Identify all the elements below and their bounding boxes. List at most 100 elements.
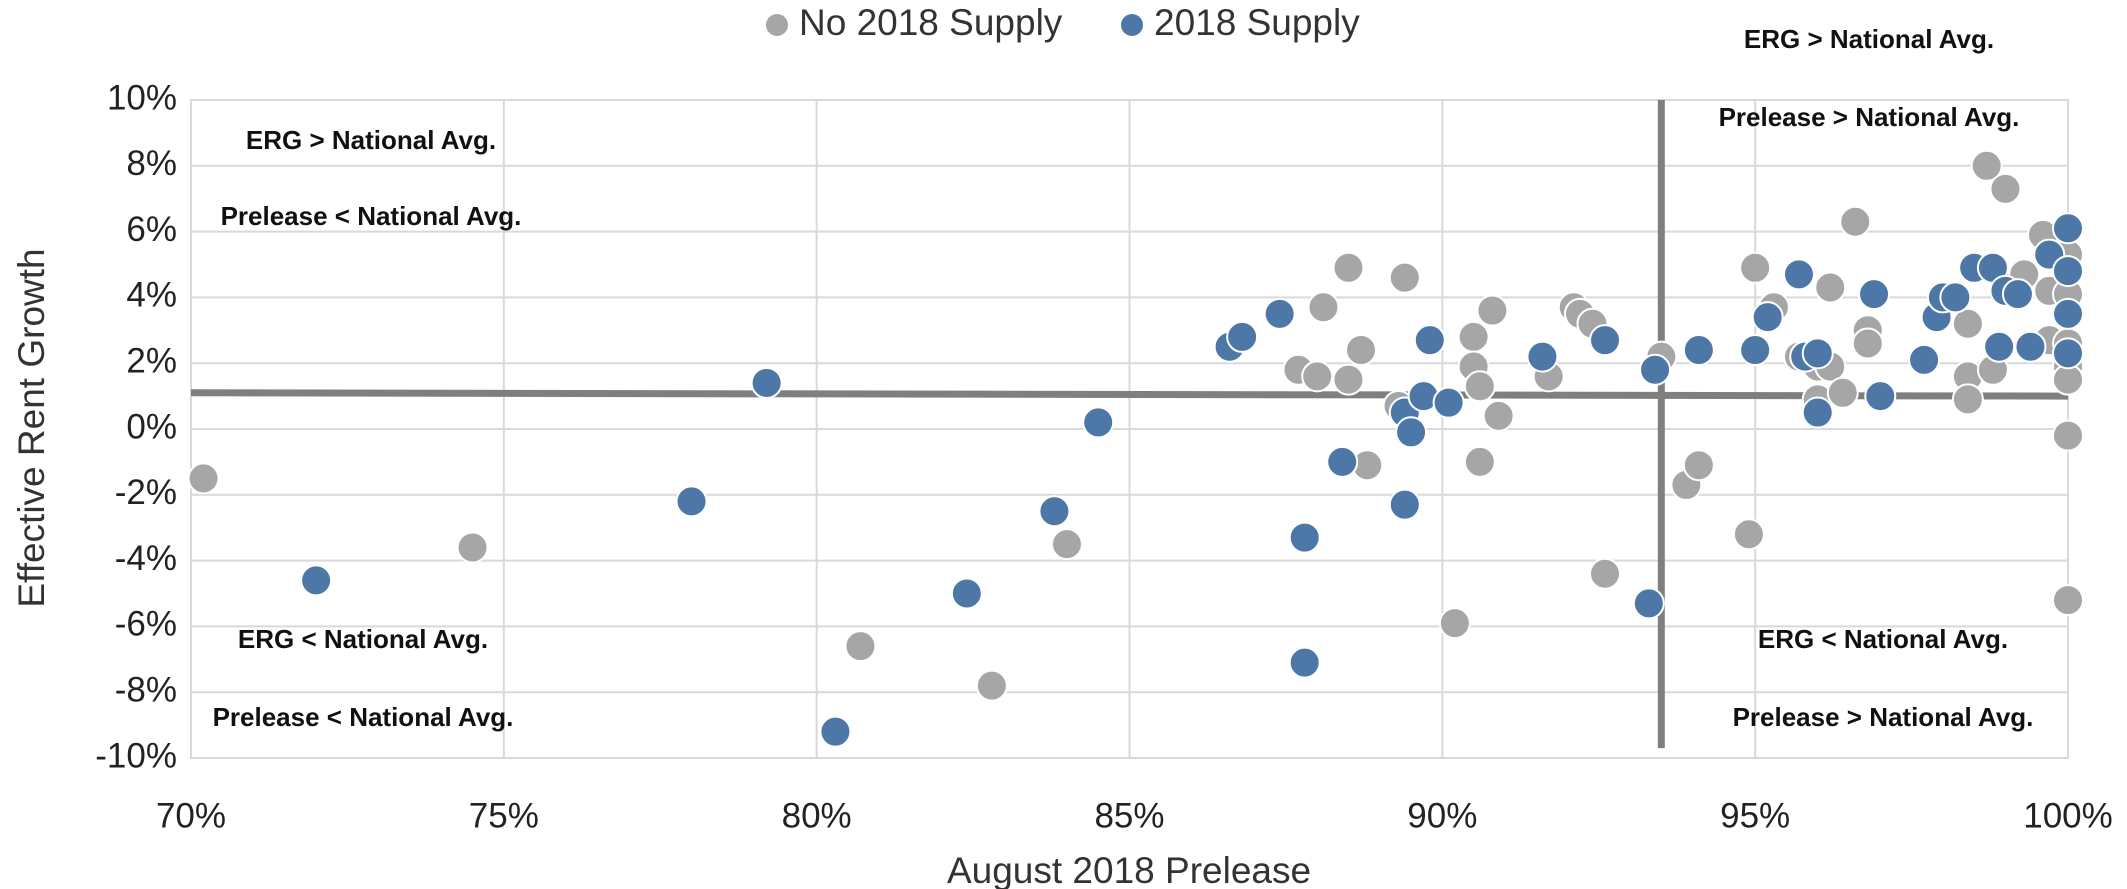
legend-label: 2018 Supply	[1154, 2, 1360, 43]
point	[1526, 340, 1559, 373]
point	[1332, 251, 1365, 284]
y-tick-label: 4%	[126, 276, 177, 315]
point	[1739, 251, 1772, 284]
legend-label: No 2018 Supply	[799, 2, 1063, 43]
legend-marker	[1121, 14, 1143, 36]
point	[1050, 528, 1083, 561]
point	[1839, 205, 1872, 238]
point	[1388, 488, 1421, 521]
point	[1307, 291, 1340, 324]
point	[819, 715, 852, 748]
x-tick-label: 70%	[156, 796, 226, 835]
point	[1457, 320, 1490, 353]
point	[1476, 294, 1509, 327]
x-tick-label: 85%	[1094, 796, 1164, 835]
point	[1801, 396, 1834, 429]
x-axis-title: August 2018 Prelease	[947, 850, 1311, 889]
point	[1851, 327, 1884, 360]
point	[1226, 320, 1259, 353]
y-axis-title: Effective Rent Growth	[11, 248, 52, 607]
point	[1782, 258, 1815, 291]
annotation: Prelease > National Avg.	[1733, 702, 2034, 732]
point	[1589, 557, 1622, 590]
point	[1288, 646, 1321, 679]
point	[1301, 360, 1334, 393]
point	[1589, 324, 1622, 357]
point	[1326, 445, 1359, 478]
x-tick-label: 95%	[1720, 796, 1790, 835]
annotation: ERG > National Avg.	[1744, 24, 1994, 54]
annotation: ERG > National Avg.	[246, 125, 496, 155]
y-tick-label: -8%	[115, 670, 177, 709]
y-tick-label: 6%	[126, 210, 177, 249]
point	[1332, 363, 1365, 396]
annotation: Prelease > National Avg.	[1719, 102, 2020, 132]
point	[1395, 416, 1428, 449]
y-tick-label: -2%	[115, 473, 177, 512]
x-tick-label: 75%	[469, 796, 539, 835]
y-tick-label: 10%	[107, 78, 177, 117]
point	[1413, 324, 1446, 357]
point	[1463, 445, 1496, 478]
point	[1983, 330, 2016, 363]
point	[1989, 172, 2022, 205]
point	[1388, 261, 1421, 294]
point	[844, 630, 877, 663]
point	[1482, 399, 1515, 432]
point	[1038, 495, 1071, 528]
point	[675, 485, 708, 518]
y-tick-label: 0%	[126, 407, 177, 446]
y-tick-label: 8%	[126, 144, 177, 183]
point	[2052, 337, 2084, 370]
point	[1751, 301, 1784, 334]
legend-marker	[766, 14, 788, 36]
point	[1632, 587, 1665, 620]
point	[1463, 370, 1496, 403]
point	[1739, 334, 1772, 367]
annotation: Prelease < National Avg.	[213, 702, 514, 732]
point	[187, 462, 220, 495]
point	[1826, 376, 1859, 409]
point	[975, 669, 1008, 702]
point	[2052, 419, 2084, 452]
point	[2052, 297, 2084, 330]
point	[2014, 330, 2047, 363]
point	[1438, 607, 1471, 640]
x-tick-label: 90%	[1407, 796, 1477, 835]
x-tick-label: 100%	[2023, 796, 2113, 835]
point	[1864, 380, 1897, 413]
point	[1432, 386, 1465, 419]
point	[1858, 278, 1891, 311]
y-tick-label: 2%	[126, 341, 177, 380]
point	[1263, 297, 1296, 330]
point	[1344, 334, 1377, 367]
point	[1939, 281, 1972, 314]
point	[300, 564, 333, 597]
point	[1639, 353, 1672, 386]
annotation: ERG < National Avg.	[238, 624, 488, 654]
point	[2001, 278, 2034, 311]
point	[1814, 271, 1847, 304]
point	[1908, 343, 1941, 376]
point	[2052, 212, 2084, 245]
point	[1682, 334, 1715, 367]
point	[750, 366, 783, 399]
point	[1732, 518, 1765, 551]
point	[1951, 307, 1984, 340]
point	[1801, 337, 1834, 370]
x-tick-label: 80%	[782, 796, 852, 835]
point	[2052, 584, 2084, 617]
point	[1951, 383, 1984, 416]
reference-line	[190, 389, 2069, 400]
point	[950, 577, 983, 610]
y-tick-label: -4%	[115, 539, 177, 578]
point	[456, 531, 489, 564]
point	[1970, 149, 2003, 182]
point	[1082, 406, 1115, 439]
y-tick-label: -6%	[115, 605, 177, 644]
point	[1288, 521, 1321, 554]
point	[2052, 255, 2084, 288]
annotation: Prelease < National Avg.	[221, 201, 522, 231]
annotation: ERG < National Avg.	[1758, 624, 2008, 654]
